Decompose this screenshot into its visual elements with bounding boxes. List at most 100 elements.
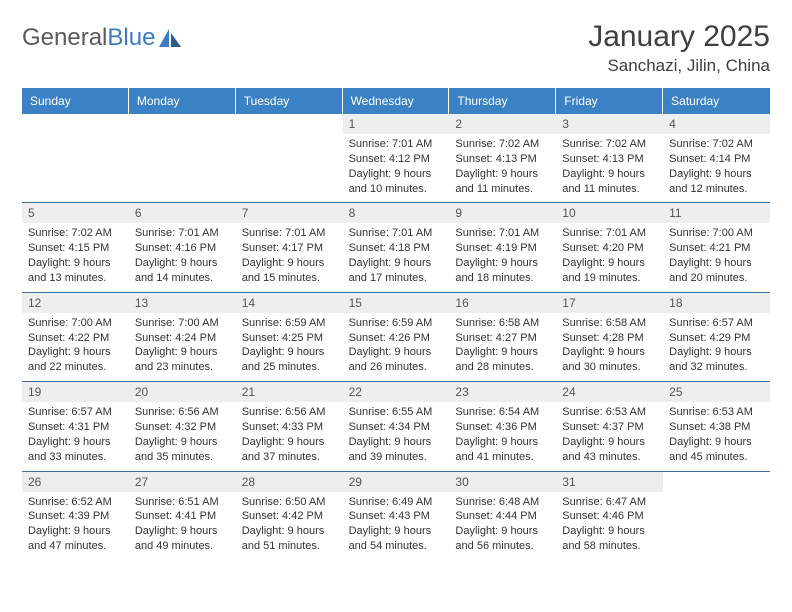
daylight: Daylight: 9 hours and 25 minutes. — [242, 345, 337, 375]
title-block: January 2025 Sanchazi, Jilin, China — [588, 20, 770, 76]
sunset: Sunset: 4:46 PM — [562, 509, 657, 524]
day-cell: 30Sunrise: 6:48 AMSunset: 4:44 PMDayligh… — [449, 471, 556, 560]
sunset: Sunset: 4:34 PM — [349, 420, 444, 435]
day-cell: 28Sunrise: 6:50 AMSunset: 4:42 PMDayligh… — [236, 471, 343, 560]
sunset: Sunset: 4:12 PM — [349, 152, 444, 167]
day-info: Sunrise: 7:02 AMSunset: 4:14 PMDaylight:… — [669, 137, 764, 196]
day-cell — [663, 471, 770, 560]
daylight: Daylight: 9 hours and 22 minutes. — [28, 345, 123, 375]
location: Sanchazi, Jilin, China — [588, 56, 770, 76]
day-info: Sunrise: 7:00 AMSunset: 4:24 PMDaylight:… — [135, 316, 230, 375]
daylight: Daylight: 9 hours and 11 minutes. — [455, 167, 550, 197]
sunset: Sunset: 4:41 PM — [135, 509, 230, 524]
sunset: Sunset: 4:27 PM — [455, 331, 550, 346]
logo-part1: General — [22, 24, 107, 51]
day-info: Sunrise: 6:57 AMSunset: 4:29 PMDaylight:… — [669, 316, 764, 375]
daylight: Daylight: 9 hours and 51 minutes. — [242, 524, 337, 554]
day-cell: 23Sunrise: 6:54 AMSunset: 4:36 PMDayligh… — [449, 381, 556, 470]
daylight: Daylight: 9 hours and 54 minutes. — [349, 524, 444, 554]
day-info: Sunrise: 7:01 AMSunset: 4:16 PMDaylight:… — [135, 226, 230, 285]
sunrise: Sunrise: 6:56 AM — [135, 405, 230, 420]
daylight: Daylight: 9 hours and 47 minutes. — [28, 524, 123, 554]
daylight: Daylight: 9 hours and 14 minutes. — [135, 256, 230, 286]
daylight: Daylight: 9 hours and 39 minutes. — [349, 435, 444, 465]
sunrise: Sunrise: 7:00 AM — [135, 316, 230, 331]
day-cell: 18 Sunrise: 6:57 AMSunset: 4:29 PMDayligh… — [663, 292, 770, 381]
day-number: 1 — [343, 114, 450, 134]
day-number: 22 — [343, 382, 450, 402]
sunset: Sunset: 4:39 PM — [28, 509, 123, 524]
day-number: 11 — [663, 203, 770, 223]
logo-part2: Blue — [107, 24, 155, 51]
day-number: 13 — [129, 293, 236, 313]
day-header: Saturday — [663, 88, 770, 114]
day-number: 29 — [343, 472, 450, 492]
week-row: 26Sunrise: 6:52 AMSunset: 4:39 PMDayligh… — [22, 471, 770, 560]
daylight: Daylight: 9 hours and 49 minutes. — [135, 524, 230, 554]
day-info: Sunrise: 7:00 AMSunset: 4:21 PMDaylight:… — [669, 226, 764, 285]
sunset: Sunset: 4:38 PM — [669, 420, 764, 435]
day-header: Friday — [556, 88, 663, 114]
day-number: 23 — [449, 382, 556, 402]
day-number: 19 — [22, 382, 129, 402]
day-number: 7 — [236, 203, 343, 223]
sunrise: Sunrise: 6:47 AM — [562, 495, 657, 510]
sunrise: Sunrise: 6:50 AM — [242, 495, 337, 510]
sunrise: Sunrise: 7:02 AM — [562, 137, 657, 152]
sail-icon — [159, 29, 181, 47]
day-info: Sunrise: 7:01 AMSunset: 4:19 PMDaylight:… — [455, 226, 550, 285]
day-cell: 11 Sunrise: 7:00 AMSunset: 4:21 PMDayligh… — [663, 202, 770, 291]
day-number: 2 — [449, 114, 556, 134]
sunset: Sunset: 4:21 PM — [669, 241, 764, 256]
sunrise: Sunrise: 6:56 AM — [242, 405, 337, 420]
daylight: Daylight: 9 hours and 43 minutes. — [562, 435, 657, 465]
day-header: Thursday — [449, 88, 556, 114]
sunset: Sunset: 4:13 PM — [562, 152, 657, 167]
daylight: Daylight: 9 hours and 41 minutes. — [455, 435, 550, 465]
day-cell: 24Sunrise: 6:53 AMSunset: 4:37 PMDayligh… — [556, 381, 663, 470]
sunset: Sunset: 4:18 PM — [349, 241, 444, 256]
day-number: 30 — [449, 472, 556, 492]
day-cell: 20Sunrise: 6:56 AMSunset: 4:32 PMDayligh… — [129, 381, 236, 470]
day-cell: 16Sunrise: 6:58 AMSunset: 4:27 PMDayligh… — [449, 292, 556, 381]
sunrise: Sunrise: 7:02 AM — [28, 226, 123, 241]
sunset: Sunset: 4:28 PM — [562, 331, 657, 346]
sunset: Sunset: 4:29 PM — [669, 331, 764, 346]
day-number: 17 — [556, 293, 663, 313]
day-cell: 9Sunrise: 7:01 AMSunset: 4:19 PMDaylight… — [449, 202, 556, 291]
daylight: Daylight: 9 hours and 45 minutes. — [669, 435, 764, 465]
daylight: Daylight: 9 hours and 23 minutes. — [135, 345, 230, 375]
sunset: Sunset: 4:26 PM — [349, 331, 444, 346]
sunset: Sunset: 4:14 PM — [669, 152, 764, 167]
day-cell: 29Sunrise: 6:49 AMSunset: 4:43 PMDayligh… — [343, 471, 450, 560]
week-row: 5Sunrise: 7:02 AMSunset: 4:15 PMDaylight… — [22, 202, 770, 291]
daylight: Daylight: 9 hours and 56 minutes. — [455, 524, 550, 554]
sunset: Sunset: 4:32 PM — [135, 420, 230, 435]
daylight: Daylight: 9 hours and 10 minutes. — [349, 167, 444, 197]
day-cell: 5Sunrise: 7:02 AMSunset: 4:15 PMDaylight… — [22, 202, 129, 291]
day-header: Monday — [129, 88, 236, 114]
day-cell: 1Sunrise: 7:01 AMSunset: 4:12 PMDaylight… — [343, 114, 450, 202]
day-info: Sunrise: 6:58 AMSunset: 4:28 PMDaylight:… — [562, 316, 657, 375]
sunrise: Sunrise: 6:55 AM — [349, 405, 444, 420]
day-cell: 27Sunrise: 6:51 AMSunset: 4:41 PMDayligh… — [129, 471, 236, 560]
daylight: Daylight: 9 hours and 35 minutes. — [135, 435, 230, 465]
sunset: Sunset: 4:33 PM — [242, 420, 337, 435]
day-number: 6 — [129, 203, 236, 223]
daylight: Daylight: 9 hours and 30 minutes. — [562, 345, 657, 375]
calendar: SundayMondayTuesdayWednesdayThursdayFrid… — [22, 88, 770, 560]
day-number: 3 — [556, 114, 663, 134]
daylight: Daylight: 9 hours and 26 minutes. — [349, 345, 444, 375]
day-cell: 13 Sunrise: 7:00 AMSunset: 4:24 PMDayligh… — [129, 292, 236, 381]
day-cell: 26Sunrise: 6:52 AMSunset: 4:39 PMDayligh… — [22, 471, 129, 560]
day-cell: 8Sunrise: 7:01 AMSunset: 4:18 PMDaylight… — [343, 202, 450, 291]
sunrise: Sunrise: 6:59 AM — [242, 316, 337, 331]
daylight: Daylight: 9 hours and 32 minutes. — [669, 345, 764, 375]
sunrise: Sunrise: 7:02 AM — [455, 137, 550, 152]
day-info: Sunrise: 6:58 AMSunset: 4:27 PMDaylight:… — [455, 316, 550, 375]
sunrise: Sunrise: 6:59 AM — [349, 316, 444, 331]
sunset: Sunset: 4:20 PM — [562, 241, 657, 256]
day-number: 18 — [663, 293, 770, 313]
day-cell: 10Sunrise: 7:01 AMSunset: 4:20 PMDayligh… — [556, 202, 663, 291]
daylight: Daylight: 9 hours and 37 minutes. — [242, 435, 337, 465]
